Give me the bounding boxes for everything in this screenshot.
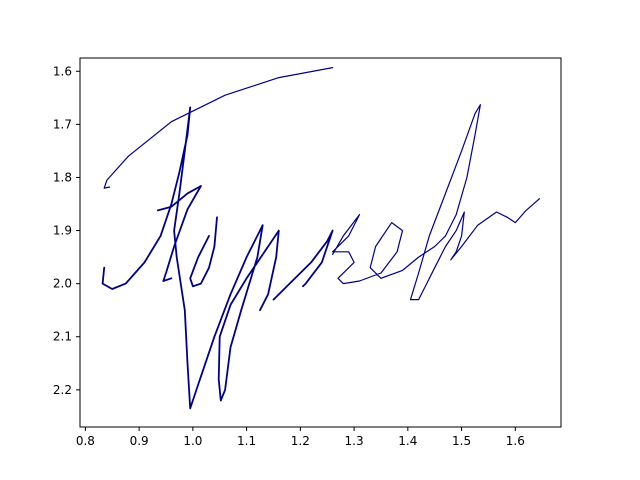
x-tick-label: 1.3: [345, 434, 364, 448]
series-line-4: [189, 216, 218, 288]
x-tick-label: 1.6: [506, 434, 525, 448]
y-tick-label: 1.6: [53, 64, 72, 78]
plot-frame: [79, 57, 562, 428]
series-line-6: [332, 104, 541, 301]
y-tick-label: 1.7: [53, 117, 72, 131]
y-tick-label: 1.9: [53, 224, 72, 238]
y-axis: 1.6 1.7 1.8 1.9 2.0 2.1 2.2: [53, 64, 80, 397]
x-tick-label: 1.5: [452, 434, 471, 448]
x-tick-label: 0.9: [130, 434, 149, 448]
series-line-5: [272, 229, 334, 301]
y-tick-label: 2.1: [53, 330, 72, 344]
series-line-1: [103, 67, 334, 189]
x-tick-label: 1.1: [237, 434, 256, 448]
y-tick-label: 1.8: [53, 170, 72, 184]
x-axis: 0.8 0.9 1.0 1.1 1.2 1.3 1.4 1.5 1.6: [76, 427, 525, 448]
x-tick-label: 1.2: [291, 434, 310, 448]
x-tick-label: 1.0: [183, 434, 202, 448]
series-line-3: [157, 185, 202, 282]
x-tick-label: 1.4: [398, 434, 417, 448]
x-tick-label: 0.8: [76, 434, 95, 448]
y-tick-label: 2.0: [53, 277, 72, 291]
y-tick-label: 2.2: [53, 383, 72, 397]
series-line-2: [101, 106, 280, 410]
plot-lines: [101, 67, 541, 410]
